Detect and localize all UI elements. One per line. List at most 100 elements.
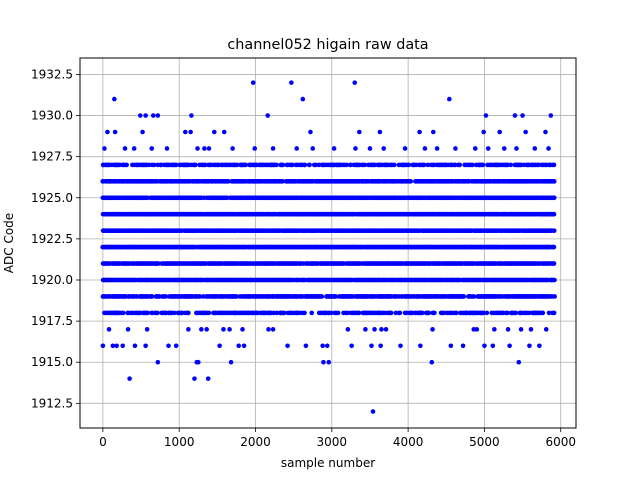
data-point [333,294,338,299]
data-point [345,310,350,316]
data-point [518,327,524,332]
data-point [124,162,129,168]
data-point [110,343,116,349]
data-point [372,327,377,332]
x-axis-label: sample number [281,456,375,470]
data-point [236,343,242,349]
data-point [381,146,387,151]
data-point [122,146,128,151]
data-point [143,343,148,349]
data-point [230,146,235,151]
data-point [331,146,337,151]
data-point [189,113,194,118]
y-tick-label: 1930.0 [31,109,73,123]
data-point [143,113,148,118]
chart-title: channel052 higain raw data [227,37,428,53]
data-point [353,146,358,151]
data-point [432,310,437,316]
data-point [206,310,212,316]
data-point [397,310,403,316]
data-point [460,343,466,349]
data-point [447,96,452,102]
x-tick-label: 5000 [469,435,500,449]
y-tick-label: 1915.0 [31,355,73,369]
data-point [212,129,217,135]
data-point [408,179,414,184]
data-point [402,146,408,151]
data-point [140,129,145,135]
data-point [505,162,510,168]
data-point [202,146,207,151]
data-point [199,327,204,332]
data-point [392,162,397,168]
data-point [484,310,490,316]
data-point [528,327,534,332]
data-point [551,179,557,184]
data-point [540,310,546,316]
data-point [281,310,287,316]
data-point [265,113,271,118]
data-point [352,80,358,85]
data-point [150,113,156,118]
data-point [270,327,276,332]
data-point [349,343,354,349]
data-point [472,146,478,151]
data-point [195,146,200,151]
data-point [527,343,532,349]
data-point [274,162,279,168]
data-point [137,113,143,118]
data-point [492,327,497,332]
x-tick-label: 2000 [240,435,271,449]
data-point [551,244,557,250]
data-point [457,162,463,168]
data-point [453,146,458,151]
data-point [120,310,126,316]
data-point [461,294,467,299]
x-tick-label: 1000 [164,435,195,449]
data-point [378,343,383,349]
data-point [173,162,179,168]
data-point [324,343,330,349]
data-point [356,310,362,316]
data-point [505,310,510,316]
data-point [537,343,542,349]
data-point [193,162,198,168]
data-point [453,310,459,316]
data-point [188,129,193,135]
data-point [205,376,211,381]
y-tick-label: 1912.5 [31,396,73,410]
data-point [431,129,436,135]
data-point [430,327,435,332]
data-point [105,129,110,135]
data-point [471,294,477,299]
data-point [377,129,383,135]
data-point [300,96,306,102]
data-point [106,327,112,332]
data-point [482,343,487,349]
data-point [149,146,155,151]
data-point [307,162,312,168]
data-point [225,179,231,184]
data-point [319,294,325,299]
data-point [309,310,315,316]
data-point [234,162,240,168]
data-point [146,162,152,168]
data-point [100,343,106,349]
data-point [348,162,354,168]
data-point [501,146,507,151]
data-point [320,343,325,349]
data-point [156,261,161,266]
data-point [418,343,423,349]
data-point [302,162,308,168]
data-point [420,310,425,316]
data-point [303,343,309,349]
data-point [221,327,226,332]
data-point [543,129,548,135]
data-point [206,146,212,151]
data-point [183,129,188,135]
data-point [422,146,428,151]
data-point [289,80,294,85]
data-point [434,146,440,151]
data-point [370,409,376,414]
